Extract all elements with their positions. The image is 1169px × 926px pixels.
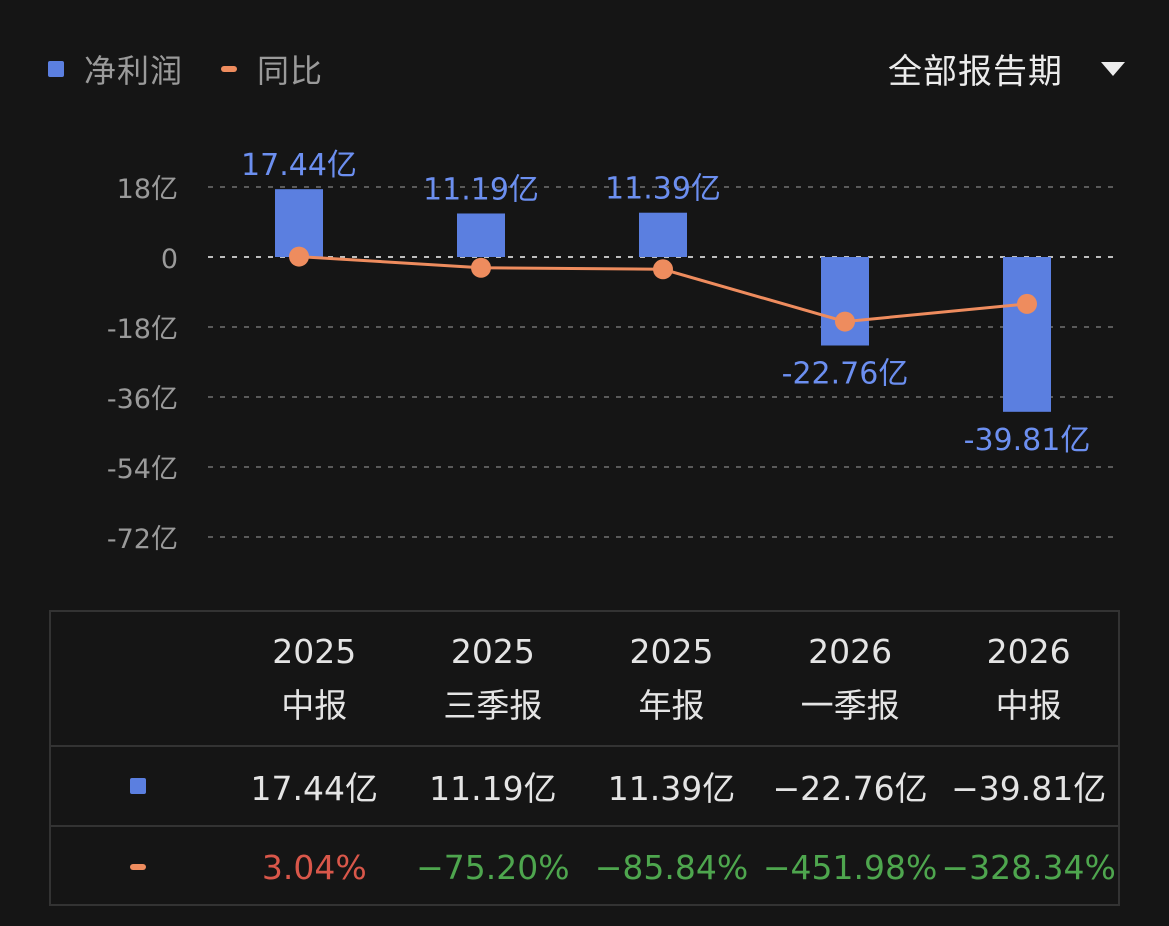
table-row-net-profit: 17.44亿 11.19亿 11.39亿 −22.76亿 −39.81亿 (51, 747, 1118, 827)
y-tick-label: -18亿 (107, 314, 178, 345)
bar (275, 189, 323, 257)
bar (639, 212, 687, 257)
legend-net-profit-label: 净利润 (84, 52, 184, 90)
bar (457, 213, 505, 257)
report-period-label: 全部报告期 (888, 52, 1063, 92)
bar-value-label: -39.81亿 (964, 423, 1091, 458)
header-period: 年报 (638, 685, 705, 725)
y-tick-label: -72亿 (107, 524, 178, 555)
net-profit-swatch (48, 61, 64, 77)
header-period: 一季报 (800, 685, 900, 725)
net-profit-chart: 18亿 0 -18亿 -36亿 -54亿 -72亿 17.44亿 11.19亿 11.39亿 -2… (107, 148, 1118, 555)
bar (1003, 257, 1051, 412)
net-profit-row-marker (51, 747, 225, 825)
table-header-cell: 2026 中报 (939, 612, 1118, 745)
yoy-cell: 3.04% (261, 847, 367, 887)
yoy-swatch (221, 66, 238, 72)
table-header-row: 2025 中报 2025 三季报 2025 年报 2026 一季报 2026 中报 (51, 612, 1118, 747)
yoy-point (1017, 293, 1037, 314)
header-year: 2025 (272, 631, 357, 671)
header-period: 中报 (281, 685, 348, 725)
legend-yoy[interactable]: 同比 (221, 46, 323, 92)
data-table: 2025 中报 2025 三季报 2025 年报 2026 一季报 2026 中报 17.… (49, 610, 1120, 906)
table-header-cell: 2026 一季报 (761, 612, 940, 745)
table-header-lead (51, 612, 225, 745)
caret-down-icon (1101, 61, 1125, 76)
yoy-point (835, 311, 855, 332)
chart-legend: 净利润 同比 (48, 46, 361, 92)
yoy-point (471, 257, 491, 278)
table-header-cell: 2025 年报 (582, 612, 761, 745)
y-tick-label: 18亿 (117, 174, 178, 205)
yoy-row-marker (51, 827, 225, 907)
y-tick-label: -36亿 (107, 384, 178, 415)
table-row-yoy: 3.04% −75.20% −85.84% −451.98% −328.34% (51, 827, 1118, 907)
bar-value-label: 11.39亿 (605, 172, 721, 207)
header-year: 2026 (986, 631, 1071, 671)
report-period-dropdown[interactable]: 全部报告期 (888, 44, 1125, 93)
header-year: 2026 (808, 631, 893, 671)
yoy-cell: −451.98% (762, 847, 938, 887)
line-marker-icon (130, 864, 146, 870)
yoy-cell: −85.84% (594, 847, 749, 887)
table-header-cell: 2025 三季报 (404, 612, 583, 745)
net-profit-cell: −39.81亿 (951, 769, 1107, 808)
header-year: 2025 (450, 631, 535, 671)
bar-value-label: 11.19亿 (423, 172, 539, 207)
yoy-cell: −328.34% (941, 847, 1116, 887)
yoy-cell: −75.20% (416, 847, 570, 887)
y-tick-label: 0 (161, 244, 178, 275)
net-profit-cell: −22.76亿 (772, 769, 928, 808)
legend-yoy-label: 同比 (257, 52, 324, 90)
net-profit-cell: 11.39亿 (607, 769, 736, 808)
net-profit-cell: 17.44亿 (250, 769, 379, 808)
y-tick-label: -54亿 (107, 454, 178, 485)
header-period: 三季报 (443, 685, 543, 725)
bar-value-label: 17.44亿 (241, 148, 357, 183)
legend-net-profit[interactable]: 净利润 (48, 46, 183, 92)
header-year: 2025 (629, 631, 714, 671)
bar-marker-icon (130, 778, 146, 794)
table-header-cell: 2025 中报 (225, 612, 404, 745)
bar-value-label: -22.76亿 (782, 357, 909, 392)
header-period: 中报 (995, 685, 1062, 725)
net-profit-cell: 11.19亿 (429, 769, 557, 808)
yoy-point (289, 246, 309, 267)
yoy-point (653, 259, 673, 280)
bar (821, 257, 869, 346)
